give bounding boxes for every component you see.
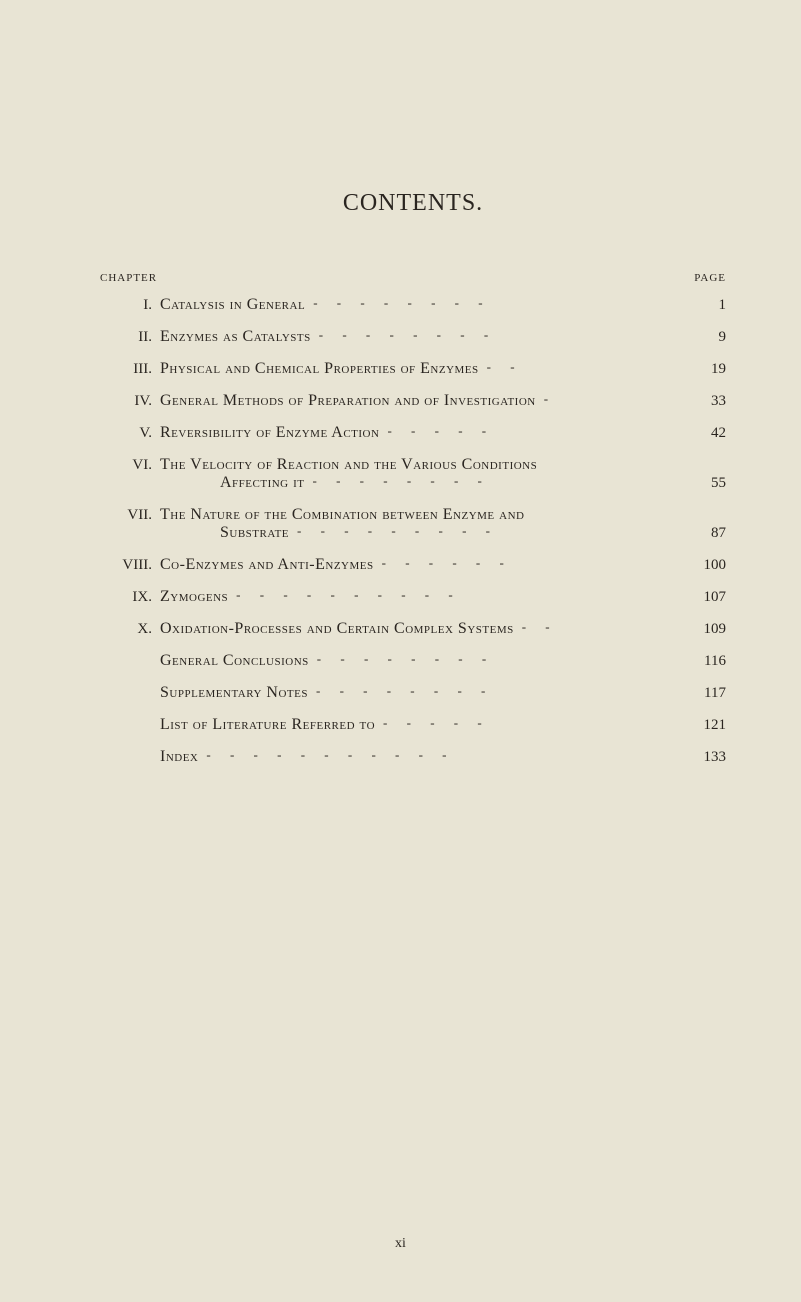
roman-numeral: V. [100,425,160,442]
toc-entry: III. Physical and Chemical Properties of… [100,360,726,378]
page-number: 109 [691,621,726,638]
entry-text: Co-Enzymes and Anti-Enzymes [160,556,374,574]
leader: - - - - - - [382,555,683,571]
toc-entry: I. Catalysis in General - - - - - - - - … [100,296,726,314]
toc-entry: VII. The Nature of the Combination betwe… [100,506,726,542]
leader: - - - - - - - - [313,295,683,311]
page-number: 19 [691,361,726,378]
contents-title: CONTENTS. [100,190,726,217]
page-number: 42 [691,425,726,442]
roman-numeral: X. [100,621,160,638]
page-number: 100 [691,557,726,574]
leader: - - - - - - - - [316,683,683,699]
page-number: 33 [691,393,726,410]
toc-entry: Supplementary Notes - - - - - - - - 117 [100,684,726,702]
page-number: 121 [691,717,726,734]
leader: - - - - - - - - - [297,523,683,539]
page-number: 107 [691,589,726,606]
page-number: 116 [691,653,726,670]
page-number: 1 [691,297,726,314]
entry-text: Enzymes as Catalysts [160,328,311,346]
page-container: CONTENTS. CHAPTER PAGE I. Catalysis in G… [0,0,801,850]
header-page: PAGE [694,272,726,284]
roman-numeral: VII. [100,507,160,524]
roman-numeral: IV. [100,393,160,410]
entry-text: Reversibility of Enzyme Action [160,424,379,442]
header-row: CHAPTER PAGE [100,272,726,284]
entry-text: Physical and Chemical Properties of Enzy… [160,360,479,378]
entry-text: General Methods of Preparation and of In… [160,392,536,410]
entry-text: Supplementary Notes [160,684,308,702]
toc-entry: VIII. Co-Enzymes and Anti-Enzymes - - - … [100,556,726,574]
entry-text: General Conclusions [160,652,309,670]
toc-entry: Index - - - - - - - - - - - 133 [100,748,726,766]
page-number: 87 [691,525,726,542]
entry-second-line: Affecting it - - - - - - - - 55 [100,474,726,492]
roman-numeral: II. [100,329,160,346]
leader: - - - - - - - - - - [236,587,683,603]
leader: - - [522,619,683,635]
entry-text: Oxidation-Processes and Certain Complex … [160,620,514,638]
toc-entry: List of Literature Referred to - - - - -… [100,716,726,734]
page-footer: xi [0,1236,801,1252]
roman-numeral: I. [100,297,160,314]
leader: - - - - - - - - - - - [206,747,683,763]
roman-numeral: VI. [100,457,160,474]
entry-text: The Nature of the Combination between En… [160,506,524,524]
leader: - - - - - - - - [319,327,683,343]
entry-second-line: Substrate - - - - - - - - - 87 [100,524,726,542]
toc-entry: IX. Zymogens - - - - - - - - - - 107 [100,588,726,606]
entry-text: List of Literature Referred to [160,716,375,734]
entry-text: Catalysis in General [160,296,305,314]
leader: - [544,391,683,407]
toc-entry: X. Oxidation-Processes and Certain Compl… [100,620,726,638]
leader: - - - - - [387,423,683,439]
leader: - - [487,359,683,375]
roman-numeral: III. [100,361,160,378]
leader: - - - - - [383,715,683,731]
entry-first-line: VII. The Nature of the Combination betwe… [100,506,726,524]
roman-numeral: IX. [100,589,160,606]
leader: - - - - - - - - [317,651,683,667]
page-number: 9 [691,329,726,346]
toc-entry: General Conclusions - - - - - - - - 116 [100,652,726,670]
page-number: 55 [691,475,726,492]
entry-text: Zymogens [160,588,228,606]
entry-text: Affecting it [220,474,305,492]
entry-text: The Velocity of Reaction and the Various… [160,456,537,474]
leader: - - - - - - - - [313,473,684,489]
entry-first-line: VI. The Velocity of Reaction and the Var… [100,456,726,474]
toc-entry: II. Enzymes as Catalysts - - - - - - - -… [100,328,726,346]
toc-entry: IV. General Methods of Preparation and o… [100,392,726,410]
roman-numeral: VIII. [100,557,160,574]
page-number: 117 [691,685,726,702]
entry-text: Index [160,748,198,766]
toc-entry: V. Reversibility of Enzyme Action - - - … [100,424,726,442]
entry-text: Substrate [220,524,289,542]
page-number: 133 [691,749,726,766]
toc-entry: VI. The Velocity of Reaction and the Var… [100,456,726,492]
header-chapter: CHAPTER [100,272,157,284]
